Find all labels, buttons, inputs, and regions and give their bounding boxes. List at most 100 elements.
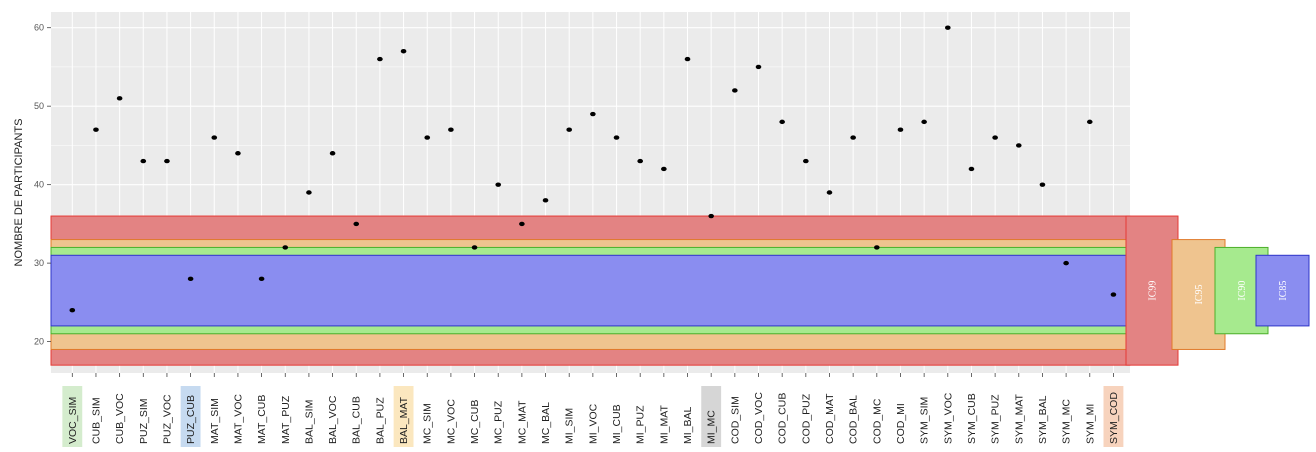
data-point-mat-sim	[211, 135, 218, 140]
x-tick-label: BAL_PUZ	[374, 397, 386, 444]
x-tick-label: CUB_VOC	[114, 393, 126, 444]
category-highlight-voc-sim	[62, 386, 83, 447]
x-tick-label: BAL_CUB	[351, 396, 363, 444]
y-tick-label: 40	[34, 180, 44, 190]
data-point-cub-sim	[93, 127, 99, 132]
legend-label-ic85: IC85	[1278, 281, 1289, 301]
data-point-puz-sim	[140, 158, 147, 164]
x-tick-label: MI_MC	[706, 410, 718, 444]
data-point-cod-sim	[732, 88, 738, 93]
data-point-mc-sim	[424, 135, 431, 140]
data-point-bal-mat	[400, 49, 407, 54]
data-point-sym-mc	[1063, 260, 1069, 266]
x-tick-label: COD_MI	[895, 403, 907, 444]
x-tick-label: SYM_CUB	[966, 393, 978, 444]
x-tick-label: MI_VOC	[587, 403, 599, 444]
category-highlights	[62, 386, 1124, 447]
category-highlight-mi-mc	[701, 386, 722, 447]
ci-legend: IC99 IC95 IC90 IC85	[1125, 215, 1310, 366]
data-point-sym-cod	[1110, 292, 1117, 297]
data-point-puz-cub	[187, 276, 194, 282]
data-point-mc-voc	[448, 127, 454, 132]
x-tick-label: MAT_CUB	[256, 395, 268, 444]
data-point-cod-mc	[874, 245, 880, 250]
data-point-mc-cub	[471, 245, 478, 250]
y-axis-title: NOMBRE DE PARTICIPANTS	[13, 119, 25, 267]
x-tick-label: COD_MC	[871, 398, 883, 444]
data-point-mi-sim	[566, 127, 573, 132]
data-point-cod-mi	[897, 127, 904, 132]
data-point-cub-voc	[116, 96, 123, 101]
data-point-mc-mat	[519, 221, 525, 227]
x-tick-label: MC_SIM	[422, 403, 434, 444]
x-tick-label: SYM_VOC	[942, 392, 954, 444]
data-points	[69, 25, 1117, 313]
legend-label-ic90: IC90	[1237, 281, 1248, 301]
x-tick-label: SYM_PUZ	[990, 394, 1002, 444]
confidence-bands	[50, 215, 1131, 366]
x-tick-label: COD_MAT	[824, 393, 836, 444]
x-tick-label: MC_BAL	[540, 402, 552, 444]
x-tick-label: MC_VOC	[445, 399, 457, 444]
data-point-mi-bal	[684, 56, 691, 62]
data-point-mi-puz	[637, 158, 643, 164]
x-tick-label: BAL_VOC	[327, 395, 339, 444]
data-point-mat-cub	[258, 276, 265, 282]
x-tick-label: SYM_SIM	[919, 397, 931, 444]
x-tick-label: BAL_MAT	[398, 396, 410, 444]
x-tick-label: BAL_SIM	[303, 400, 315, 444]
x-tick-label: COD_CUB	[777, 393, 789, 444]
x-tick-label: MI_MAT	[658, 405, 670, 444]
legend-box-ic99	[1125, 215, 1179, 366]
data-point-bal-sim	[306, 190, 312, 195]
x-tick-label: PUZ_SIM	[138, 398, 150, 444]
x-tick-label: COD_VOC	[753, 392, 765, 444]
x-tick-label: COD_SIM	[729, 396, 741, 444]
data-point-cod-cub	[779, 119, 785, 125]
x-tick-label: MC_CUB	[469, 400, 481, 444]
data-point-bal-cub	[353, 221, 360, 227]
data-point-mc-puz	[495, 182, 502, 187]
x-tick-label: SYM_BAL	[1037, 395, 1049, 444]
data-point-cod-voc	[755, 64, 762, 70]
x-axis: VOC_SIM CUB_SIM CUB_VOC PUZ_SIM PUZ_VOC PUZ_C…	[67, 373, 1120, 444]
data-point-cod-bal	[850, 135, 856, 140]
x-tick-label: MI_PUZ	[635, 405, 647, 444]
x-tick-label: PUZ_CUB	[185, 395, 197, 444]
y-tick-label: 50	[34, 101, 44, 111]
x-tick-label: SYM_MAT	[1013, 393, 1025, 444]
data-point-bal-puz	[377, 56, 383, 62]
x-tick-label: MI_SIM	[564, 408, 576, 444]
x-tick-label: MAT_VOC	[232, 394, 244, 444]
legend-label-ic99: IC99	[1148, 281, 1159, 301]
x-tick-label: MC_PUZ	[493, 400, 505, 444]
band-ic85	[50, 254, 1131, 327]
x-tick-label: COD_BAL	[848, 395, 860, 444]
data-point-mi-cub	[613, 135, 620, 140]
data-point-sym-bal	[1039, 182, 1046, 187]
legend-box-ic85	[1255, 254, 1310, 327]
data-point-sym-mi	[1086, 119, 1093, 125]
x-tick-label: MAT_PUZ	[280, 395, 292, 444]
data-point-mat-puz	[282, 245, 289, 250]
data-point-voc-sim	[69, 308, 76, 313]
legend-label-ic95: IC95	[1194, 285, 1205, 305]
data-point-cod-mat	[826, 190, 833, 195]
data-point-cod-puz	[803, 158, 809, 164]
y-axis: 20 30 40 50 60	[34, 23, 51, 347]
x-tick-label: MI_BAL	[682, 406, 694, 444]
x-tick-label: SYM_COD	[1108, 392, 1120, 444]
x-tick-label: MI_CUB	[611, 404, 623, 444]
y-tick-label: 60	[34, 23, 44, 33]
x-tick-label: SYM_MC	[1061, 399, 1073, 444]
category-highlight-sym-cod	[1103, 386, 1124, 447]
data-point-sym-puz	[992, 135, 998, 140]
x-tick-label: COD_PUZ	[800, 393, 812, 444]
x-tick-label: CUB_SIM	[90, 397, 102, 444]
data-point-mi-voc	[590, 111, 596, 117]
category-highlight-bal-mat	[393, 386, 414, 447]
x-tick-label: SYM_MI	[1084, 404, 1096, 444]
category-highlight-puz-cub	[180, 386, 201, 447]
